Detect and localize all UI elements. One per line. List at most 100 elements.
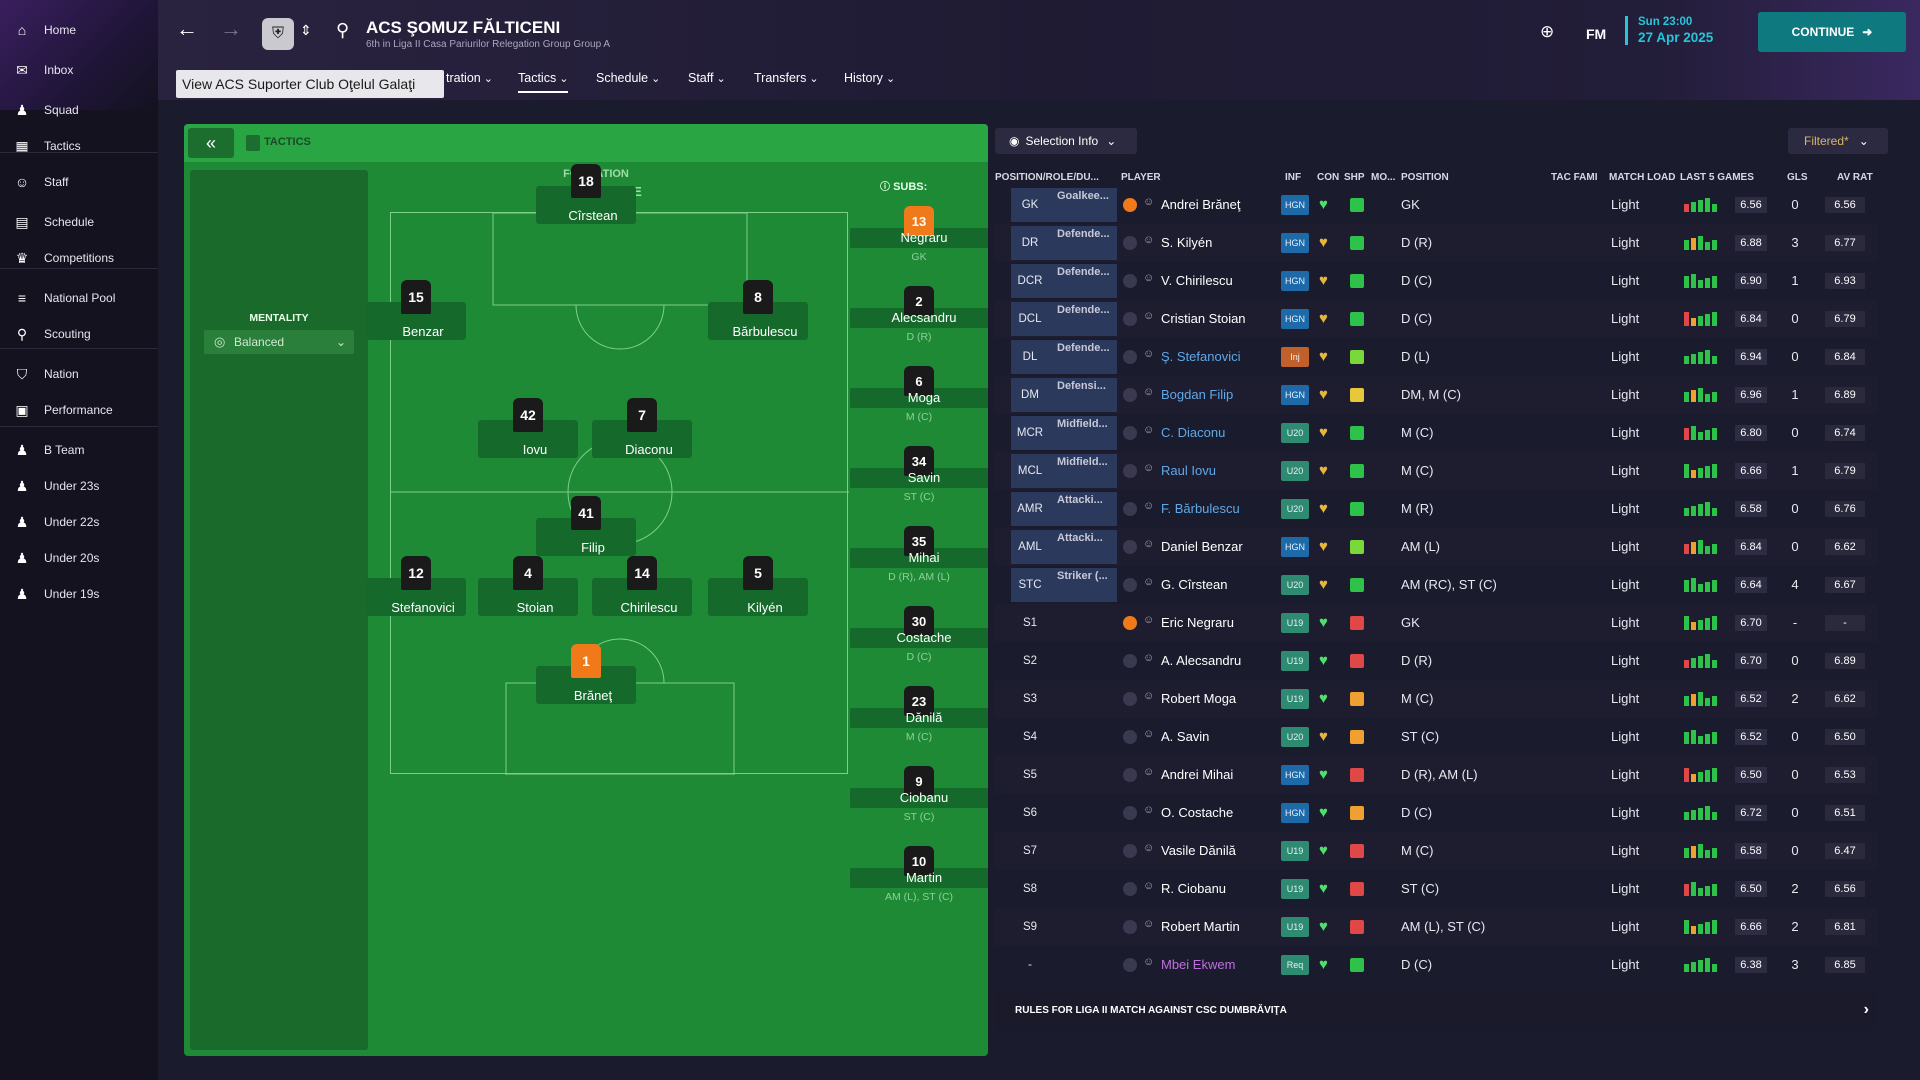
player-stefanovici[interactable]: 12 Stefanovici — [366, 556, 466, 616]
player-chirilescu[interactable]: 14 Chirilescu — [592, 556, 692, 616]
column-header[interactable]: INF — [1285, 172, 1302, 183]
sidebar-item-under-23s[interactable]: ♟ Under 23s — [0, 472, 158, 500]
table-row[interactable]: S9 ☺ Robert Martin U19 ♥ AM (L), ST (C) Light 6… — [995, 908, 1877, 946]
sidebar-item-nation[interactable]: ⛉ Nation — [0, 360, 158, 388]
table-row[interactable]: AML Attacki... ☺ Daniel Benzar HGN ♥ AM (L) Lig… — [995, 528, 1877, 566]
player-kilyén[interactable]: 5 Kilyén — [708, 556, 808, 616]
player-name-link[interactable]: Bogdan Filip — [1161, 387, 1234, 402]
column-header[interactable]: SHP — [1344, 172, 1365, 183]
table-row[interactable]: S3 ☺ Robert Moga U19 ♥ M (C) Light 6.52 2 6.62 — [995, 680, 1877, 718]
player-brăneţ[interactable]: 1 Brăneţ — [536, 644, 636, 704]
player-bărbulescu[interactable]: 8 Bărbulescu — [708, 280, 808, 340]
selection-info-button[interactable]: ◉ Selection Info ⌄ — [995, 128, 1137, 154]
player-cîrstean[interactable]: 18 Cîrstean — [536, 164, 636, 224]
sidebar-item-schedule[interactable]: ▤ Schedule — [0, 208, 158, 236]
player-diaconu[interactable]: 7 Diaconu — [592, 398, 692, 458]
player-name-link[interactable]: Andrei Mihai — [1161, 767, 1234, 782]
collapse-left-icon[interactable]: « — [188, 128, 234, 158]
table-row[interactable]: DCR Defende... ☺ V. Chirilescu HGN ♥ D (C) Ligh… — [995, 262, 1877, 300]
player-name-link[interactable]: O. Costache — [1161, 805, 1234, 820]
column-header[interactable]: AV RAT — [1837, 172, 1873, 183]
menu-item-tration[interactable]: tration ⌄ — [446, 71, 493, 85]
club-title[interactable]: ACS ŞOMUZ FĂLTICENI — [366, 18, 561, 37]
club-crest-icon[interactable]: ⛨ — [262, 18, 294, 50]
table-row[interactable]: DL Defende... ☺ Ş. Stefanovici Inj ♥ D (L) Ligh… — [995, 338, 1877, 376]
table-row[interactable]: MCL Midfield... ☺ Raul Iovu U20 ♥ M (C) Light 6.… — [995, 452, 1877, 490]
player-name-link[interactable]: Robert Martin — [1161, 919, 1240, 934]
menu-item-schedule[interactable]: Schedule ⌄ — [596, 71, 660, 85]
sub-moga[interactable]: 6 Moga M (C) — [850, 366, 988, 426]
sidebar-item-national-pool[interactable]: ≡ National Pool — [0, 284, 158, 312]
table-row[interactable]: S5 ☺ Andrei Mihai HGN ♥ D (R), AM (L) Light 6.5… — [995, 756, 1877, 794]
sub-alecsandru[interactable]: 2 Alecsandru D (R) — [850, 286, 988, 346]
table-row[interactable]: S8 ☺ R. Ciobanu U19 ♥ ST (C) Light 6.50 2 6.56 — [995, 870, 1877, 908]
table-row[interactable]: STC Striker (... ☺ G. Cîrstean U20 ♥ AM (RC), … — [995, 566, 1877, 604]
sub-dănilă[interactable]: 23 Dănilă M (C) — [850, 686, 988, 746]
player-name-link[interactable]: V. Chirilescu — [1161, 273, 1233, 288]
continue-button[interactable]: CONTINUE ➜ — [1758, 12, 1906, 52]
table-row[interactable]: S1 ☺ Eric Negraru U19 ♥ GK Light 6.70 - - — [995, 604, 1877, 642]
menu-item-tactics[interactable]: Tactics ⌄ — [518, 71, 569, 93]
sidebar-item-performance[interactable]: ▣ Performance — [0, 396, 158, 424]
forward-arrow-icon[interactable]: → — [220, 16, 242, 41]
sub-negraru[interactable]: 13 Negraru GK — [850, 206, 988, 266]
player-name-link[interactable]: R. Ciobanu — [1161, 881, 1227, 896]
menu-item-history[interactable]: History ⌄ — [844, 71, 895, 85]
sidebar-item-scouting[interactable]: ⚲ Scouting — [0, 320, 158, 348]
player-name-link[interactable]: Vasile Dănilă — [1161, 843, 1236, 858]
column-header[interactable]: GLS — [1787, 172, 1808, 183]
world-icon[interactable]: ⊕ — [1540, 22, 1555, 41]
sidebar-item-b-team[interactable]: ♟ B Team — [0, 436, 158, 464]
sub-savin[interactable]: 34 Savin ST (C) — [850, 446, 988, 506]
sub-ciobanu[interactable]: 9 Ciobanu ST (C) — [850, 766, 988, 826]
search-icon[interactable]: ⚲ — [336, 20, 350, 40]
sidebar-item-staff[interactable]: ☺ Staff — [0, 168, 158, 196]
table-row[interactable]: S2 ☺ A. Alecsandru U19 ♥ D (R) Light 6.70 0 6.89 — [995, 642, 1877, 680]
player-name-link[interactable]: Mbei Ekwem — [1161, 957, 1236, 972]
column-header[interactable]: TAC FAMI — [1551, 172, 1598, 183]
menu-item-transfers[interactable]: Transfers ⌄ — [754, 71, 819, 85]
table-row[interactable]: GK Goalkee... ☺ Andrei Brăneţ HGN ♥ GK Light 6.5… — [995, 186, 1877, 224]
table-row[interactable]: S4 ☺ A. Savin U20 ♥ ST (C) Light 6.52 0 6.50 — [995, 718, 1877, 756]
sidebar-item-home[interactable]: ⌂ Home — [0, 16, 158, 44]
fm-logo[interactable]: FM — [1586, 26, 1607, 42]
player-name-link[interactable]: A. Savin — [1161, 729, 1210, 744]
column-header[interactable]: POSITION — [1401, 172, 1449, 183]
sub-mihai[interactable]: 35 Mihai D (R), AM (L) — [850, 526, 988, 586]
match-rules-bar[interactable]: RULES FOR LIGA II MATCH AGAINST CSC DUMB… — [995, 990, 1877, 1030]
table-row[interactable]: DR Defende... ☺ S. Kilyén HGN ♥ D (R) Light 6.88… — [995, 224, 1877, 262]
sub-martin[interactable]: 10 Martin AM (L), ST (C) — [850, 846, 988, 906]
table-row[interactable]: S6 ☺ O. Costache HGN ♥ D (C) Light 6.72 0 6.51 — [995, 794, 1877, 832]
club-switch-icon[interactable]: ⇕ — [300, 22, 312, 38]
player-stoian[interactable]: 4 Stoian — [478, 556, 578, 616]
player-name-link[interactable]: Raul Iovu — [1161, 463, 1216, 478]
player-name-link[interactable]: Andrei Brăneţ — [1161, 197, 1241, 212]
table-row[interactable]: MCR Midfield... ☺ C. Diaconu U20 ♥ M (C) Light 6… — [995, 414, 1877, 452]
column-header[interactable]: PLAYER — [1121, 172, 1161, 183]
sidebar-item-under-20s[interactable]: ♟ Under 20s — [0, 544, 158, 572]
player-name-link[interactable]: F. Bărbulescu — [1161, 501, 1240, 516]
sub-costache[interactable]: 30 Costache D (C) — [850, 606, 988, 666]
column-header[interactable]: MATCH LOAD — [1609, 172, 1676, 183]
sidebar-item-inbox[interactable]: ✉ Inbox — [0, 56, 158, 84]
column-header[interactable]: MO... — [1371, 172, 1396, 183]
sidebar-item-under-22s[interactable]: ♟ Under 22s — [0, 508, 158, 536]
sidebar-item-tactics[interactable]: ▦ Tactics — [0, 132, 158, 160]
column-header[interactable]: LAST 5 GAMES — [1680, 172, 1754, 183]
column-header[interactable]: CON — [1317, 172, 1340, 183]
back-arrow-icon[interactable]: ← — [176, 16, 198, 41]
table-row[interactable]: S7 ☺ Vasile Dănilă U19 ♥ M (C) Light 6.58 0 6.47 — [995, 832, 1877, 870]
player-name-link[interactable]: Cristian Stoian — [1161, 311, 1246, 326]
table-row[interactable]: DM Defensi... ☺ Bogdan Filip HGN ♥ DM, M (C) Li… — [995, 376, 1877, 414]
table-row[interactable]: - ☺ Mbei Ekwem Req ♥ D (C) Light 6.38 3 6.85 — [995, 946, 1877, 984]
filter-button[interactable]: Filtered* ⌄ — [1788, 128, 1888, 154]
player-benzar[interactable]: 15 Benzar — [366, 280, 466, 340]
column-header[interactable]: POSITION/ROLE/DU... — [995, 172, 1099, 183]
player-name-link[interactable]: Ş. Stefanovici — [1161, 349, 1241, 364]
menu-item-staff[interactable]: Staff ⌄ — [688, 71, 726, 85]
sidebar-item-squad[interactable]: ♟ Squad — [0, 96, 158, 124]
player-iovu[interactable]: 42 Iovu — [478, 398, 578, 458]
sidebar-item-under-19s[interactable]: ♟ Under 19s — [0, 580, 158, 608]
player-name-link[interactable]: Eric Negraru — [1161, 615, 1234, 630]
sidebar-item-competitions[interactable]: ♛ Competitions — [0, 244, 158, 272]
